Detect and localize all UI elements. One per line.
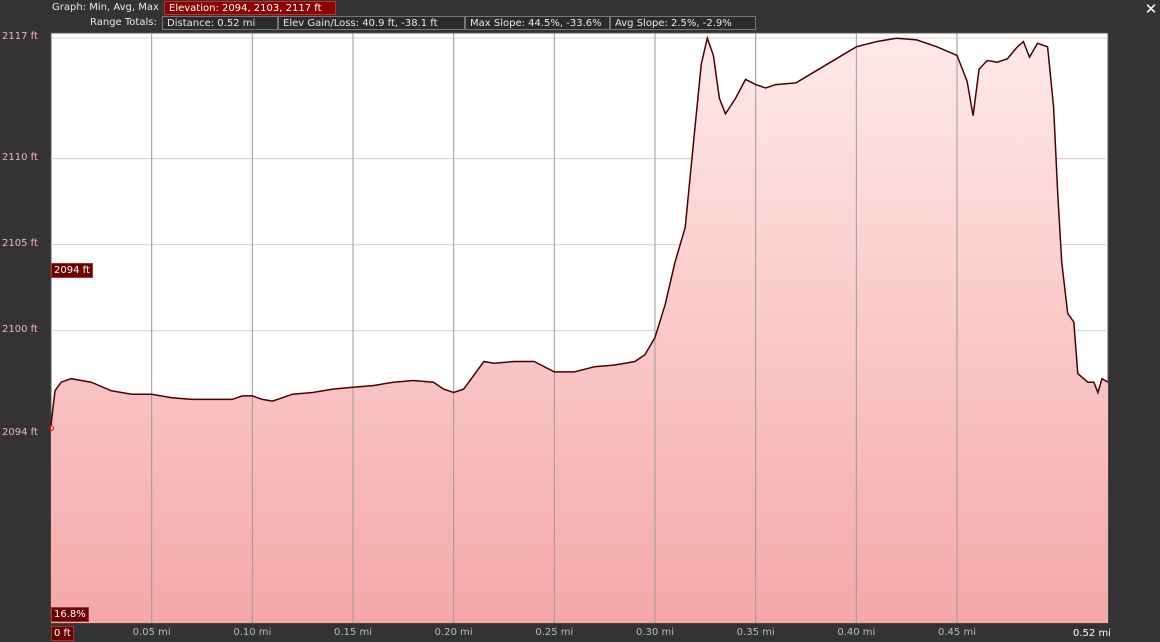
x-tick-label: 0.15 mi [334,627,372,638]
x-tick-label: 0.40 mi [837,627,876,638]
y-tick-label: 2105 ft [2,237,38,249]
x-tick-label: 0.20 mi [434,627,473,638]
x-tick-label: 0.10 mi [233,627,272,638]
x-tick-label: 0.45 mi [938,627,976,638]
elev-gain-loss-field: Elev Gain/Loss: 40.9 ft, -38.1 ft [278,16,465,30]
y-tick-label: 2100 ft [2,323,38,335]
max-slope-field: Max Slope: 44.5%, -33.6% [465,16,610,30]
elevation-summary[interactable]: Elevation: 2094, 2103, 2117 ft [164,1,336,15]
elevation-line [50,35,1109,426]
close-icon[interactable]: ✕ [1144,0,1158,18]
current-elevation-tag: 2094 ft [51,263,93,278]
start-point-marker [48,425,54,432]
y-tick-label: 2110 ft [2,151,38,163]
distance-field: Distance: 0.52 mi [162,16,278,30]
vertical-grid-lines [151,33,958,623]
graph-label: Graph: Min, Avg, Max [52,2,159,13]
range-totals-label: Range Totals: [90,17,157,28]
x-tick-label: 0.30 mi [636,627,674,638]
y-tick-label: 2117 ft [2,31,38,43]
avg-slope-field: Avg Slope: 2.5%, -2.9% [610,16,756,30]
start-distance-tag: 0 ft [51,626,74,641]
y-tick-label: 2094 ft [2,426,38,438]
slope-tag: 16.8% [51,607,89,622]
x-tick-label: 0.25 mi [535,627,574,638]
end-distance-tag: 0.52 mi [1070,626,1114,641]
x-tick-label: 0.35 mi [736,627,775,638]
elevation-area [51,38,1108,623]
x-tick-label: 0.05 mi [132,627,171,638]
